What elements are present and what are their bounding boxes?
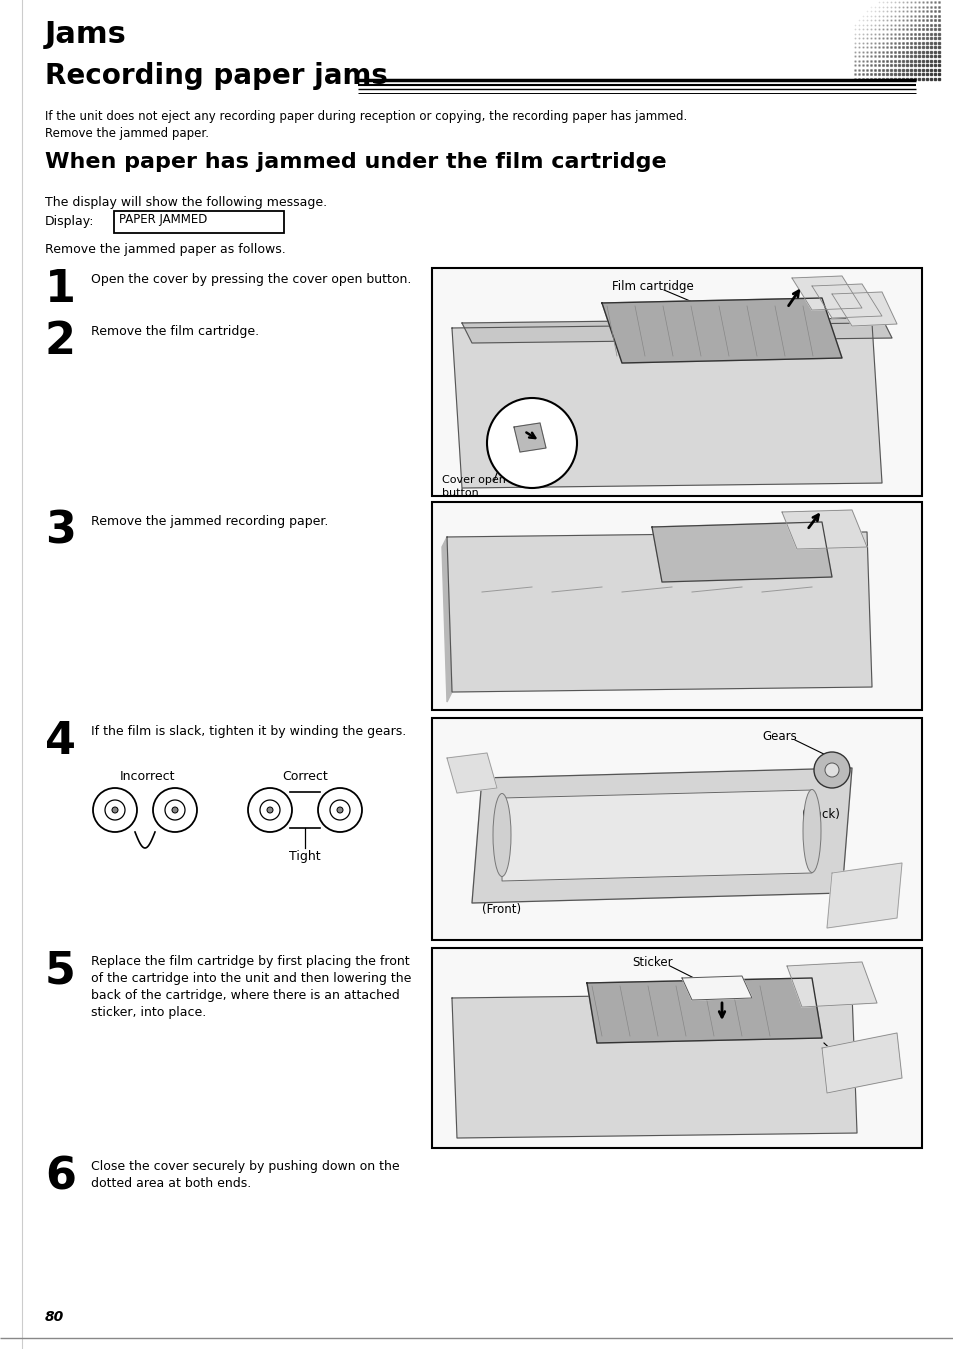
Polygon shape xyxy=(514,424,545,452)
Circle shape xyxy=(92,788,137,832)
Text: Film cartridge: Film cartridge xyxy=(612,281,693,293)
Text: Sticker: Sticker xyxy=(631,956,672,969)
Circle shape xyxy=(112,807,118,813)
Polygon shape xyxy=(651,522,831,581)
Text: Close the cover securely by pushing down on the
dotted area at both ends.: Close the cover securely by pushing down… xyxy=(91,1160,399,1190)
Text: Remove the film cartridge.: Remove the film cartridge. xyxy=(91,325,259,339)
Ellipse shape xyxy=(493,793,511,877)
Circle shape xyxy=(267,807,273,813)
Polygon shape xyxy=(831,291,896,326)
Circle shape xyxy=(336,807,343,813)
Text: Gears: Gears xyxy=(761,730,796,743)
Text: 3: 3 xyxy=(45,510,76,553)
Text: 80: 80 xyxy=(45,1310,64,1323)
Polygon shape xyxy=(447,532,871,692)
Ellipse shape xyxy=(802,789,821,873)
Circle shape xyxy=(248,788,292,832)
Bar xyxy=(113,210,284,233)
Bar xyxy=(432,948,921,1148)
Polygon shape xyxy=(501,791,811,881)
Polygon shape xyxy=(601,298,841,363)
Circle shape xyxy=(824,764,838,777)
Polygon shape xyxy=(791,277,862,310)
Polygon shape xyxy=(786,962,876,1006)
Polygon shape xyxy=(461,318,891,343)
Polygon shape xyxy=(586,978,821,1043)
Polygon shape xyxy=(447,753,497,793)
Polygon shape xyxy=(826,863,901,928)
Circle shape xyxy=(813,751,849,788)
Text: When paper has jammed under the film cartridge: When paper has jammed under the film car… xyxy=(45,152,666,173)
Bar xyxy=(432,502,921,710)
Polygon shape xyxy=(781,510,866,549)
Circle shape xyxy=(152,788,196,832)
Text: (Front): (Front) xyxy=(481,902,520,916)
Circle shape xyxy=(260,800,280,820)
Text: Open the cover by pressing the cover open button.: Open the cover by pressing the cover ope… xyxy=(91,272,411,286)
Text: Tight: Tight xyxy=(289,850,320,863)
Text: Film
cartridge: Film cartridge xyxy=(836,1045,890,1077)
Text: (Back): (Back) xyxy=(801,808,839,822)
Text: Display:: Display: xyxy=(45,214,94,228)
Text: 1: 1 xyxy=(45,268,76,312)
Circle shape xyxy=(105,800,125,820)
Bar xyxy=(432,718,921,940)
Polygon shape xyxy=(452,993,856,1139)
Text: 6: 6 xyxy=(45,1155,76,1198)
Text: The display will show the following message.: The display will show the following mess… xyxy=(45,196,327,209)
Text: If the unit does not eject any recording paper during reception or copying, the : If the unit does not eject any recording… xyxy=(45,111,686,140)
Circle shape xyxy=(165,800,185,820)
Polygon shape xyxy=(681,975,751,1000)
Text: PAPER JAMMED: PAPER JAMMED xyxy=(119,213,207,227)
Text: Incorrect: Incorrect xyxy=(120,770,175,782)
Circle shape xyxy=(172,807,178,813)
Text: Remove the jammed paper as follows.: Remove the jammed paper as follows. xyxy=(45,243,286,256)
Bar xyxy=(432,268,921,496)
Circle shape xyxy=(317,788,361,832)
Text: Remove the jammed recording paper.: Remove the jammed recording paper. xyxy=(91,515,328,527)
Text: 4: 4 xyxy=(45,720,76,764)
Polygon shape xyxy=(452,322,882,488)
Text: Cover open
button: Cover open button xyxy=(441,475,505,498)
Polygon shape xyxy=(472,768,851,902)
Text: Recording paper jams: Recording paper jams xyxy=(45,62,388,90)
Text: If the film is slack, tighten it by winding the gears.: If the film is slack, tighten it by wind… xyxy=(91,724,406,738)
Polygon shape xyxy=(441,537,452,701)
Circle shape xyxy=(486,398,577,488)
Text: Jams: Jams xyxy=(45,20,127,49)
Text: Correct: Correct xyxy=(282,770,328,782)
Polygon shape xyxy=(821,1033,901,1093)
Circle shape xyxy=(330,800,350,820)
Polygon shape xyxy=(811,285,882,318)
Text: 5: 5 xyxy=(45,950,76,993)
Text: 2: 2 xyxy=(45,320,76,363)
Text: Replace the film cartridge by first placing the front
of the cartridge into the : Replace the film cartridge by first plac… xyxy=(91,955,411,1018)
